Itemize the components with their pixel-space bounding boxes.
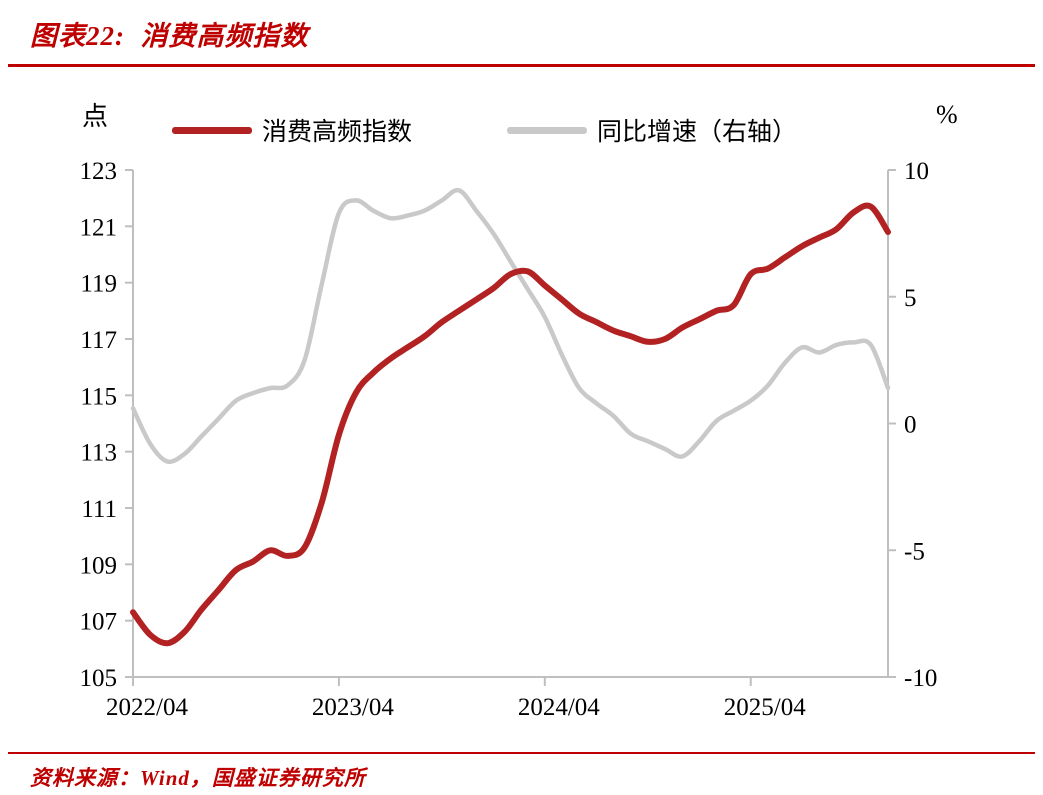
gray-line-swatch [507, 126, 588, 134]
bottom-divider [8, 752, 1035, 754]
svg-text:2024/04: 2024/04 [518, 694, 600, 721]
legend-item-index: 消费高频指数 [172, 112, 412, 148]
legend-label-index: 消费高频指数 [262, 119, 413, 146]
red-line-swatch [172, 126, 252, 134]
svg-text:5: 5 [904, 285, 917, 312]
svg-text:2022/04: 2022/04 [106, 694, 188, 721]
legend-label-yoy: 同比增速（右轴） [597, 119, 798, 146]
svg-text:105: 105 [80, 665, 118, 692]
svg-text:119: 119 [80, 271, 117, 298]
svg-text:-10: -10 [904, 665, 937, 692]
svg-text:10: 10 [904, 158, 929, 185]
svg-text:115: 115 [80, 383, 117, 410]
svg-text:2025/04: 2025/04 [724, 694, 806, 721]
svg-text:121: 121 [80, 214, 118, 241]
left-axis-unit-label: 点 [82, 102, 109, 131]
svg-text:-5: -5 [904, 538, 925, 565]
source-note: 资料来源：Wind，国盛证券研究所 [30, 766, 366, 790]
svg-text:109: 109 [80, 552, 118, 579]
svg-text:107: 107 [80, 609, 118, 636]
chart-legend: 消费高频指数 同比增速（右轴） [172, 112, 797, 148]
svg-text:123: 123 [80, 158, 118, 185]
svg-text:117: 117 [80, 327, 117, 354]
legend-item-yoy: 同比增速（右轴） [507, 112, 797, 148]
figure-title: 图表22: 消费高频指数 [30, 21, 309, 51]
top-divider [8, 64, 1035, 67]
svg-text:2023/04: 2023/04 [312, 694, 394, 721]
right-axis-unit-label: % [936, 100, 958, 129]
svg-text:113: 113 [80, 440, 117, 467]
svg-text:111: 111 [81, 496, 117, 523]
svg-text:0: 0 [904, 412, 917, 439]
